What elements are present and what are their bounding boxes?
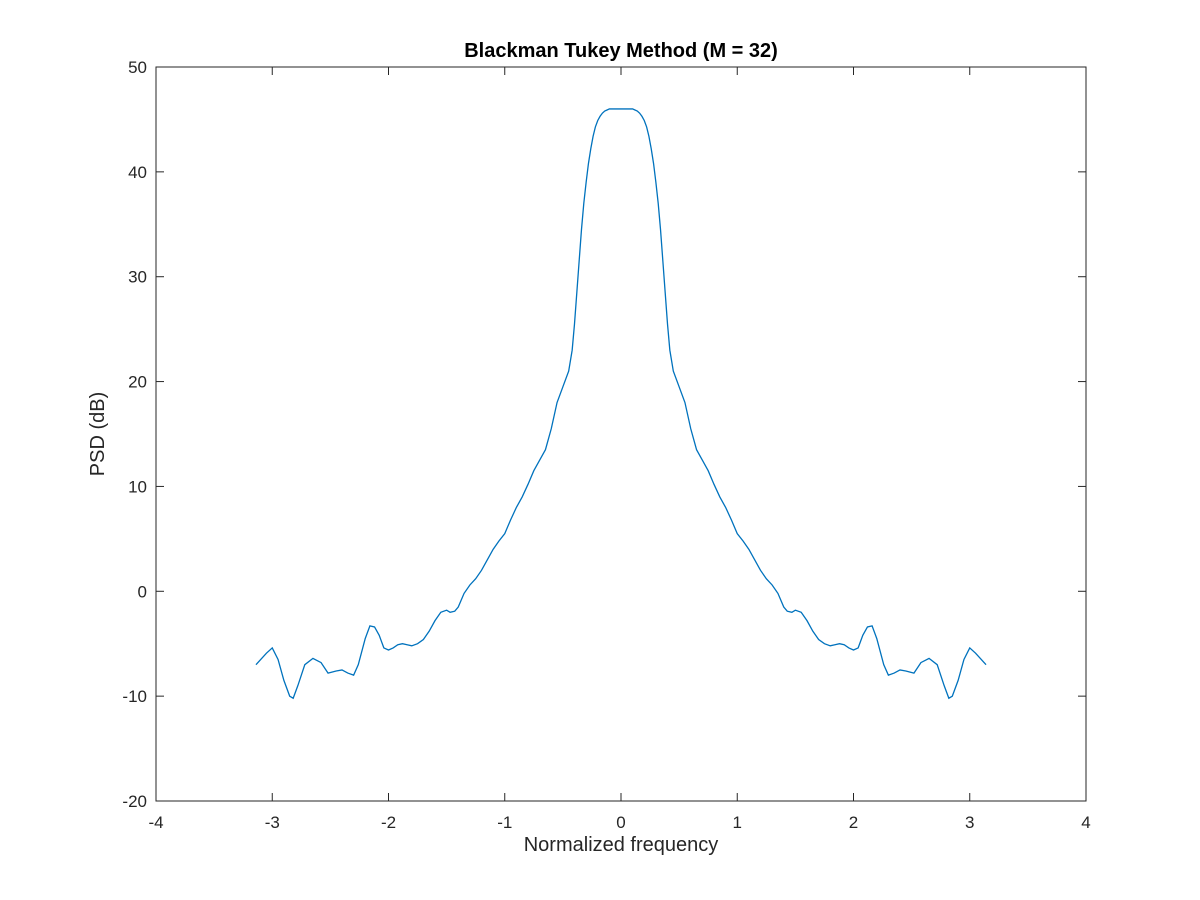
ticks-group (155, 66, 1087, 802)
y-tick-label: 10 (128, 477, 147, 496)
x-tick-label: 2 (849, 813, 858, 832)
y-tick-label: 50 (128, 58, 147, 77)
x-tick-label: -1 (497, 813, 512, 832)
y-tick-label: 30 (128, 268, 147, 287)
y-tick-label: -10 (122, 687, 147, 706)
axes-box (155, 66, 1087, 802)
x-axis-label: Normalized frequency (524, 834, 719, 856)
y-tick-label: 0 (138, 582, 147, 601)
x-tick-label: 4 (1081, 813, 1090, 832)
x-tick-label: 3 (965, 813, 974, 832)
x-tick-label: 1 (733, 813, 742, 832)
psd-series-line (255, 108, 987, 700)
x-tick-label: -2 (381, 813, 396, 832)
chart-title: Blackman Tukey Method (M = 32) (464, 40, 778, 62)
y-axis-label: PSD (dB) (87, 392, 109, 476)
x-tick-label: -4 (148, 813, 163, 832)
y-tick-label: 20 (128, 373, 147, 392)
y-tick-label: 40 (128, 163, 147, 182)
x-tick-label: 0 (616, 813, 625, 832)
x-tick-label: -3 (265, 813, 280, 832)
y-tick-label: -20 (122, 792, 147, 811)
